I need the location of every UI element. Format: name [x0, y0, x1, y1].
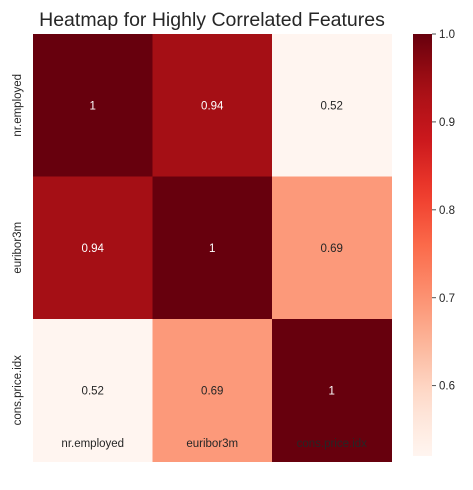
x-tick-label: cons.price.idx	[297, 438, 368, 450]
heatmap-cell	[272, 34, 392, 177]
heatmap-cell	[152, 34, 273, 177]
x-axis-tick-labels: nr.employed euribor3m cons.price.idx	[61, 438, 367, 450]
y-tick-label: euribor3m	[12, 222, 24, 274]
x-tick-label: euribor3m	[186, 438, 238, 450]
y-tick-label: cons.price.idx	[12, 355, 24, 426]
cell-annotation: 0.94	[201, 100, 224, 112]
cell-annotation: 0.52	[321, 100, 343, 112]
colorbar-tick-label: 0.8	[439, 205, 455, 217]
colorbar-tick-label: 1.0	[439, 29, 455, 41]
colorbar: 0.6 0.7 0.8 0.9 1.0	[413, 29, 455, 456]
heatmap-cell	[152, 319, 273, 462]
heatmap-cell	[33, 176, 153, 320]
colorbar-ticks: 0.6 0.7 0.8 0.9 1.0	[432, 29, 455, 393]
heatmap-cell	[33, 34, 153, 177]
heatmap-cell	[272, 176, 392, 320]
colorbar-tick-label: 0.6	[439, 381, 455, 393]
colorbar-tick-label: 0.7	[439, 293, 455, 305]
cell-annotation: 0.69	[321, 243, 343, 255]
chart-title: Heatmap for Highly Correlated Features	[39, 9, 385, 31]
cell-annotation: 0.69	[201, 385, 223, 397]
heatmap-annotations: 1 0.94 0.52 0.94 1 0.69 0.52 0.69 1	[82, 100, 343, 397]
heatmap-cell	[152, 176, 273, 320]
colorbar-tick-label: 0.9	[439, 117, 455, 129]
heatmap-cell	[272, 319, 392, 462]
x-tick-label: nr.employed	[61, 438, 124, 450]
colorbar-gradient	[413, 34, 432, 456]
cell-annotation: 0.52	[82, 385, 104, 397]
cell-annotation: 0.94	[82, 243, 105, 255]
cell-annotation: 1	[209, 243, 215, 255]
cell-annotation: 1	[90, 100, 96, 112]
cell-annotation: 1	[329, 385, 335, 397]
y-axis-tick-labels: nr.employed euribor3m cons.price.idx	[12, 74, 24, 425]
heatmap-cells	[33, 34, 392, 462]
y-tick-label: nr.employed	[12, 74, 24, 137]
heatmap-cell	[33, 319, 153, 462]
